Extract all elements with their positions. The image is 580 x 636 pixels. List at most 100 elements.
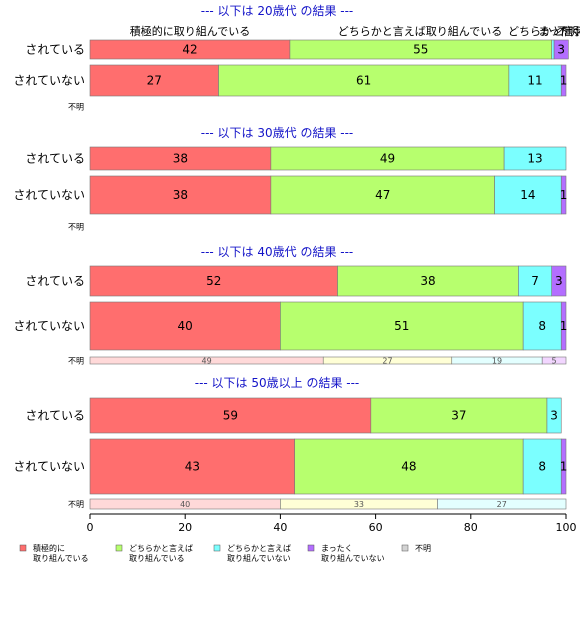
data-label: 3 (555, 274, 563, 288)
top-header-3: どちらかと言えば (508, 25, 580, 38)
bar-segment (370, 397, 548, 434)
data-label: 40 (178, 319, 193, 333)
legend-swatch (115, 544, 123, 552)
data-label: 49 (202, 357, 212, 366)
legend-label: 取り組んでいない (321, 553, 385, 563)
row-label: 不明 (68, 500, 84, 509)
row-label: 不明 (68, 103, 84, 112)
bar-segment (551, 39, 555, 60)
row-label: されていない (13, 74, 85, 88)
data-label: 19 (492, 357, 502, 366)
bar-segment (551, 265, 567, 297)
row-label: されていない (13, 319, 85, 333)
bar-segment (560, 438, 567, 495)
data-label: 49 (380, 152, 395, 166)
legend-label: どちらかと言えば (227, 543, 291, 553)
data-label: 40 (180, 500, 190, 509)
bar-segment (437, 498, 567, 510)
data-label: 37 (451, 409, 466, 423)
data-label: 8 (538, 460, 546, 474)
data-label: 61 (356, 74, 371, 88)
row-label: 不明 (68, 357, 84, 366)
bar-segment (337, 265, 519, 297)
row-label: 不明 (68, 223, 84, 232)
bar-segment (270, 175, 495, 215)
data-label: 11 (527, 74, 542, 88)
bar-segment (89, 265, 338, 297)
data-label: 14 (520, 188, 535, 202)
x-tick-label: 0 (87, 521, 94, 534)
bar-segment (518, 265, 553, 297)
bar-segment (89, 175, 272, 215)
legend-label: 取り組んでいる (33, 553, 89, 563)
data-label: 1 (560, 319, 568, 333)
row-label: されている (25, 152, 85, 166)
row-label: されている (25, 409, 85, 423)
row-label: されていない (13, 460, 85, 474)
data-label: 27 (382, 357, 392, 366)
legend-label: 不明 (415, 544, 431, 553)
data-label: 43 (185, 460, 200, 474)
data-label: 38 (420, 274, 435, 288)
data-label: 13 (527, 152, 542, 166)
data-label: 1 (560, 460, 568, 474)
bar-segment (503, 146, 567, 171)
data-label: 47 (375, 188, 390, 202)
row-label: されている (25, 274, 85, 288)
data-label: 1 (560, 74, 568, 88)
panel-title: --- 以下は 20歳代 の結果 --- (201, 4, 354, 18)
bar-segment (560, 64, 567, 97)
legend-swatch (307, 544, 315, 552)
top-header-1: 積極的に取り組んでいる (130, 24, 250, 38)
data-label: 5 (552, 357, 557, 366)
legend-swatch (213, 544, 221, 552)
data-label: 8 (538, 319, 546, 333)
x-tick-label: 20 (178, 521, 192, 534)
data-label: 48 (401, 460, 416, 474)
data-label: 27 (497, 500, 507, 509)
top-header-4: まったく (538, 25, 580, 38)
x-tick-label: 60 (369, 521, 383, 534)
legend-label: 取り組んでいない (227, 553, 291, 563)
data-label: 3 (550, 409, 558, 423)
legend-swatch (401, 544, 409, 552)
legend-label: 積極的に (33, 543, 65, 553)
bar-segment (218, 64, 510, 97)
x-tick-label: 80 (464, 521, 478, 534)
bar-segment (541, 356, 567, 365)
data-label: 55 (413, 43, 428, 57)
data-label: 33 (354, 500, 364, 509)
top-header-2: どちらかと言えば取り組んでいる (338, 25, 502, 38)
data-label: 27 (147, 74, 162, 88)
bar-segment (560, 175, 567, 215)
legend-label: まったく (321, 544, 353, 553)
data-label: 59 (223, 409, 238, 423)
bar-segment (560, 301, 567, 351)
panel-title: --- 以下は 50歳以上 の結果 --- (195, 376, 360, 390)
bar-segment (553, 39, 569, 60)
bar-segment (546, 397, 562, 434)
panel-title: --- 以下は 40歳代 の結果 --- (201, 245, 354, 259)
data-label: 3 (557, 43, 565, 57)
bar-segment (89, 397, 372, 434)
data-label: 38 (173, 152, 188, 166)
data-label: 42 (182, 43, 197, 57)
legend-swatch (19, 544, 27, 552)
data-label: 7 (531, 274, 539, 288)
top-header-5: 不明 (557, 25, 579, 38)
bar-segment (522, 301, 562, 351)
data-label: 38 (173, 188, 188, 202)
legend-label: 取り組んでいる (129, 553, 185, 563)
row-label: されていない (13, 188, 85, 202)
x-tick-label: 40 (273, 521, 287, 534)
panel-title: --- 以下は 30歳代 の結果 --- (201, 126, 354, 140)
data-label: 52 (206, 274, 221, 288)
legend-label: どちらかと言えば (129, 543, 193, 553)
x-tick-label: 100 (556, 521, 577, 534)
bar-segment (294, 438, 524, 495)
data-label: 1 (560, 188, 568, 202)
row-label: されている (25, 43, 85, 57)
bar-segment (494, 175, 562, 215)
bar-segment (89, 64, 219, 97)
